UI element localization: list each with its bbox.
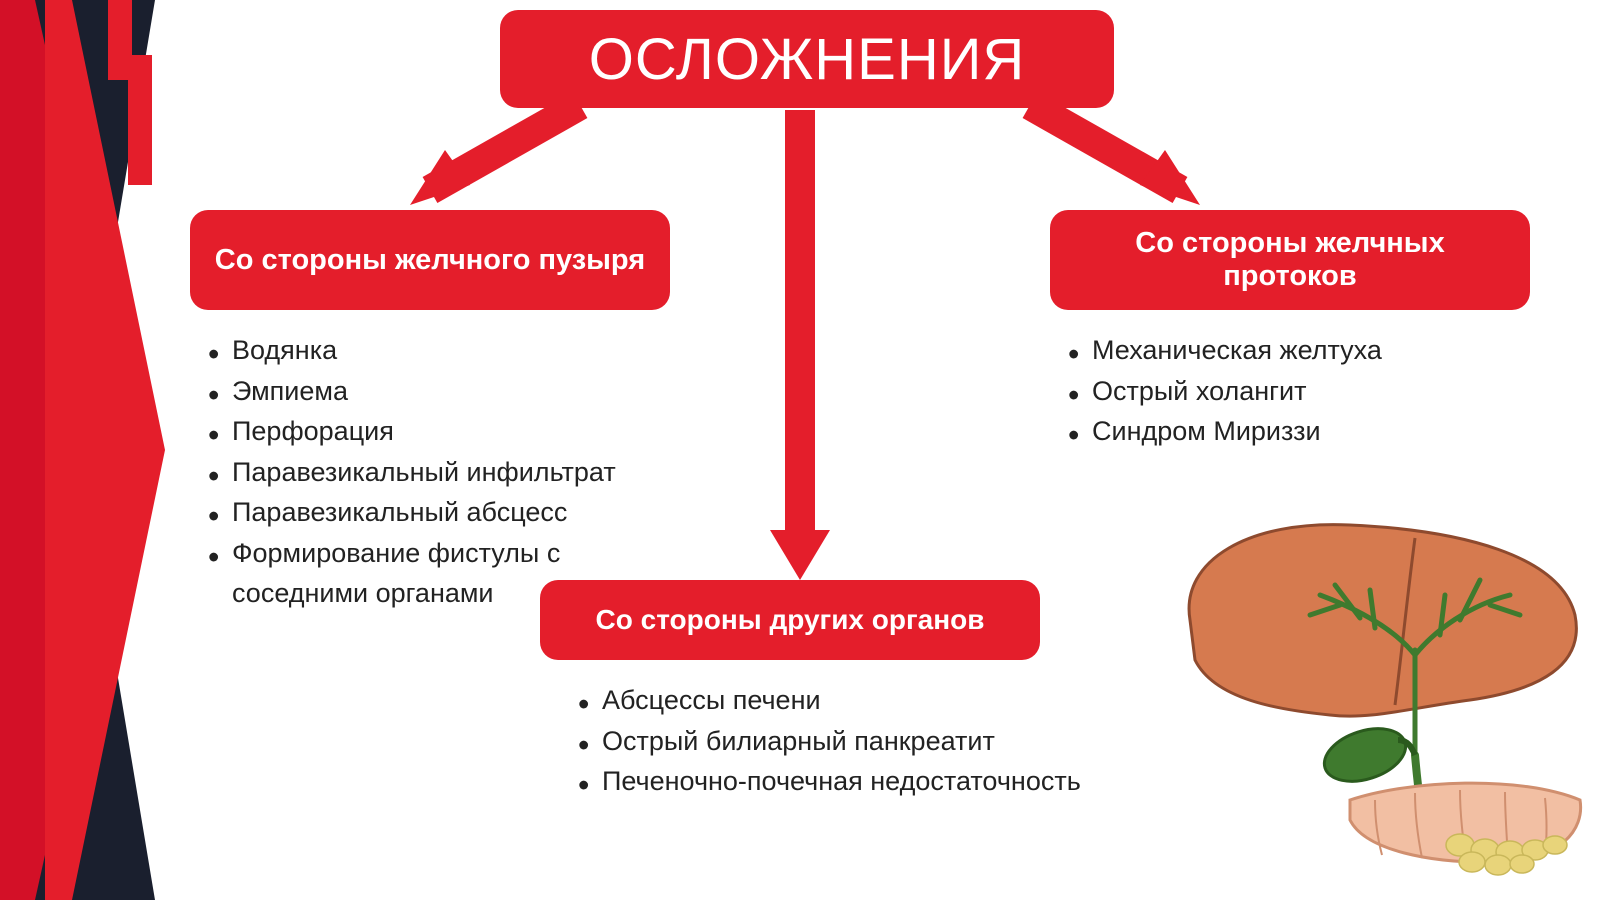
list-item: Синдром Мириззи	[1060, 411, 1560, 452]
category-box-ducts: Со стороны желчных протоков	[1050, 210, 1530, 310]
arrow-down	[770, 110, 830, 580]
list-item: Механическая желтуха	[1060, 330, 1560, 371]
decoration-svg	[0, 0, 200, 900]
category-box-gallbladder: Со стороны желчного пузыря	[190, 210, 670, 310]
list-item: Паравезикальный абсцесс	[200, 492, 700, 533]
arrow-right	[1030, 105, 1200, 205]
list-item: Острый холангит	[1060, 371, 1560, 412]
list-item: Эмпиема	[200, 371, 700, 412]
list-item: Водянка	[200, 330, 700, 371]
title-text: ОСЛОЖНЕНИЯ	[589, 26, 1026, 93]
slide: ОСЛОЖНЕНИЯ Со стороны желчного пузыря Во…	[0, 0, 1600, 900]
category-label: Со стороны желчного пузыря	[215, 244, 645, 277]
liver-illustration	[1160, 500, 1590, 880]
title-box: ОСЛОЖНЕНИЯ	[500, 10, 1114, 108]
arrow-left	[410, 105, 580, 205]
list-item: Острый билиарный панкреатит	[570, 721, 1090, 762]
bullet-list-gallbladder: Водянка Эмпиема Перфорация Паравезикальн…	[200, 330, 700, 614]
category-label: Со стороны желчных протоков	[1074, 227, 1506, 293]
category-label: Со стороны других органов	[596, 604, 985, 636]
list-item: Паравезикальный инфильтрат	[200, 452, 700, 493]
list-item: Абсцессы печени	[570, 680, 1090, 721]
list-item: Перфорация	[200, 411, 700, 452]
bullet-list-other: Абсцессы печени Острый билиарный панкреа…	[570, 680, 1090, 802]
liver-svg	[1160, 500, 1590, 880]
left-decoration	[0, 0, 200, 900]
bullet-list-ducts: Механическая желтуха Острый холангит Син…	[1060, 330, 1560, 452]
list-item: Печеночно-почечная недостаточность	[570, 761, 1090, 802]
category-box-other: Со стороны других органов	[540, 580, 1040, 660]
